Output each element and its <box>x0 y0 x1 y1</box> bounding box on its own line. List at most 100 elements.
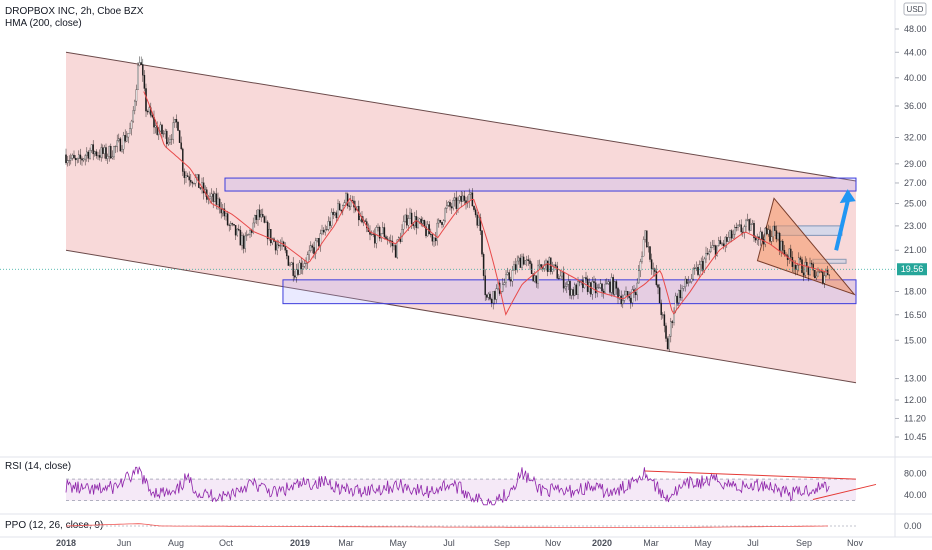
candle-body <box>177 121 179 131</box>
candle-body <box>798 257 800 266</box>
candle-body <box>518 257 520 262</box>
candle-body <box>209 196 211 199</box>
candle-body <box>788 248 790 260</box>
price-tick-label: 36.00 <box>904 101 927 111</box>
time-tick-label: May <box>389 538 407 548</box>
candle-body <box>116 140 118 147</box>
candle-body <box>537 265 539 284</box>
candle-body <box>127 133 130 138</box>
candle-body <box>385 236 387 239</box>
currency-badge[interactable]: USD <box>903 2 927 16</box>
candle-body <box>313 247 315 254</box>
candle-body <box>98 155 101 158</box>
candle-body <box>239 229 242 246</box>
candle-body <box>422 220 424 224</box>
candle-body <box>489 293 491 300</box>
candle-body <box>218 198 221 209</box>
candle-body <box>270 229 272 244</box>
candle-body <box>257 209 259 220</box>
candle-body <box>450 206 453 209</box>
candle-body <box>620 295 622 305</box>
candle-body <box>535 275 538 284</box>
candle-body <box>695 267 698 269</box>
candle-body <box>74 158 77 161</box>
candle-body <box>110 146 112 159</box>
candle-body <box>439 219 442 223</box>
candle-body <box>167 141 170 145</box>
time-tick-label: Nov <box>847 538 864 548</box>
candle-body <box>346 193 349 206</box>
candle-body <box>151 115 154 118</box>
candle-body <box>796 265 798 270</box>
candle-body <box>668 336 670 350</box>
candle-body <box>327 221 330 230</box>
candle-body <box>404 214 406 222</box>
candle-body <box>119 138 122 152</box>
price-tick-label: 27.00 <box>904 178 927 188</box>
candle-body <box>570 289 573 296</box>
candle-body <box>455 197 458 209</box>
candle-body <box>514 264 517 271</box>
candle-body <box>132 110 134 122</box>
candle-body <box>79 154 82 159</box>
candle-body <box>322 230 325 233</box>
candle-body <box>468 194 470 203</box>
candle-body <box>705 253 707 260</box>
candle-body <box>276 244 278 251</box>
price-tick-label: 25.00 <box>904 199 927 209</box>
candle-body <box>402 221 405 230</box>
candle-body <box>543 264 546 269</box>
candle-body <box>70 157 72 161</box>
candle-body <box>722 243 725 247</box>
candle-body <box>820 271 822 273</box>
candle-body <box>522 256 525 265</box>
candle-body <box>527 259 530 261</box>
candle-body <box>233 224 235 226</box>
candle-body <box>161 124 163 135</box>
candle-body <box>343 202 346 206</box>
candle-body <box>599 283 602 288</box>
candle-body <box>383 227 386 237</box>
candle-body <box>430 233 432 235</box>
candle-body <box>305 262 307 264</box>
candle-body <box>526 259 528 261</box>
candle-body <box>690 278 693 282</box>
rsi-upper-trendline <box>644 470 857 480</box>
candle-body <box>572 289 574 296</box>
candle-body <box>823 275 826 284</box>
candle-body <box>337 203 339 219</box>
candle-body <box>582 280 584 288</box>
candle-body <box>674 295 677 312</box>
candle-body <box>212 193 214 202</box>
candle-body <box>790 248 792 258</box>
candle-body <box>121 149 123 152</box>
candle-body <box>311 245 314 248</box>
candle-body <box>241 235 243 246</box>
candle-body <box>657 284 659 288</box>
candle-body <box>103 147 106 154</box>
time-tick-label: Sep <box>494 538 510 548</box>
candle-body <box>159 124 162 132</box>
candle-body <box>670 321 672 337</box>
candle-body <box>338 203 341 211</box>
time-tick-label: 2018 <box>56 538 76 548</box>
candle-body <box>474 209 477 216</box>
candle-body <box>594 282 597 294</box>
candle-body <box>68 160 70 161</box>
candle-body <box>292 262 294 276</box>
time-tick-label: Nov <box>545 538 562 548</box>
candle-body <box>118 138 120 141</box>
price-tick-label: 11.20 <box>904 413 926 423</box>
time-tick-label: Mar <box>338 538 354 548</box>
target-arrow-shaft <box>834 200 850 251</box>
candle-body <box>191 181 194 184</box>
time-tick-label: Jun <box>117 538 132 548</box>
candle-body <box>708 251 710 255</box>
candle-body <box>822 271 824 284</box>
candle-body <box>94 151 96 155</box>
candle-body <box>529 260 531 264</box>
candle-body <box>700 261 702 265</box>
candle-body <box>484 275 486 296</box>
candle-body <box>172 122 174 140</box>
candle-body <box>818 271 821 273</box>
